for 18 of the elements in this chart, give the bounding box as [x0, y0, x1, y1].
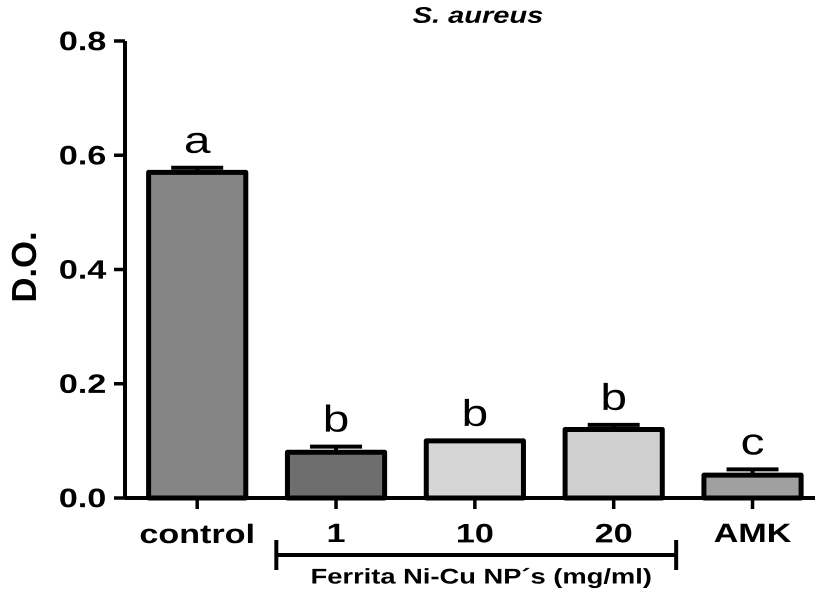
annotation: c [742, 434, 764, 455]
x-tick-label: 1 [328, 524, 345, 542]
y-tick-label: 0.2 [60, 374, 105, 394]
x-tick-label: 10 [458, 524, 492, 543]
x-tick-label: AMK [714, 524, 792, 542]
y-axis-title: D.O. [12, 234, 36, 300]
y-tick-label: 0.6 [60, 146, 106, 165]
text: Ferrita Ni-Cu NP´s (mg/ml) [312, 568, 651, 588]
annotation: b [464, 398, 486, 426]
x-tick-label: control [140, 524, 253, 544]
chart-title: S. aureus [413, 6, 542, 24]
annotation: a [186, 132, 210, 154]
y-tick-label: 0.4 [60, 260, 106, 279]
annotation: b [326, 404, 348, 432]
y-tick-label: 0.0 [60, 488, 105, 508]
annotation: b [603, 382, 625, 410]
x-tick-label: 20 [596, 524, 632, 543]
y-tick-label: 0.8 [60, 32, 106, 50]
